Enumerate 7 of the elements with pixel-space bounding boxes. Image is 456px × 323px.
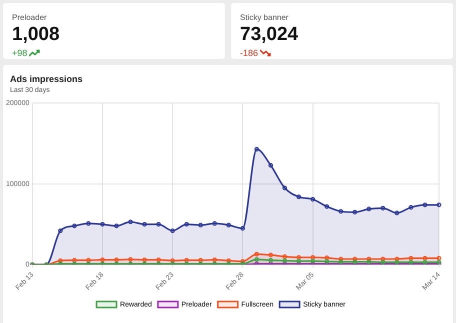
chart-title: Ads impressions	[10, 74, 84, 84]
text: -186	[240, 48, 258, 58]
text: +98	[12, 48, 28, 58]
text: Sticky banner	[240, 13, 290, 22]
text: 1,008	[12, 24, 61, 46]
text: 73,024	[240, 24, 300, 46]
text: Preloader	[12, 13, 48, 22]
